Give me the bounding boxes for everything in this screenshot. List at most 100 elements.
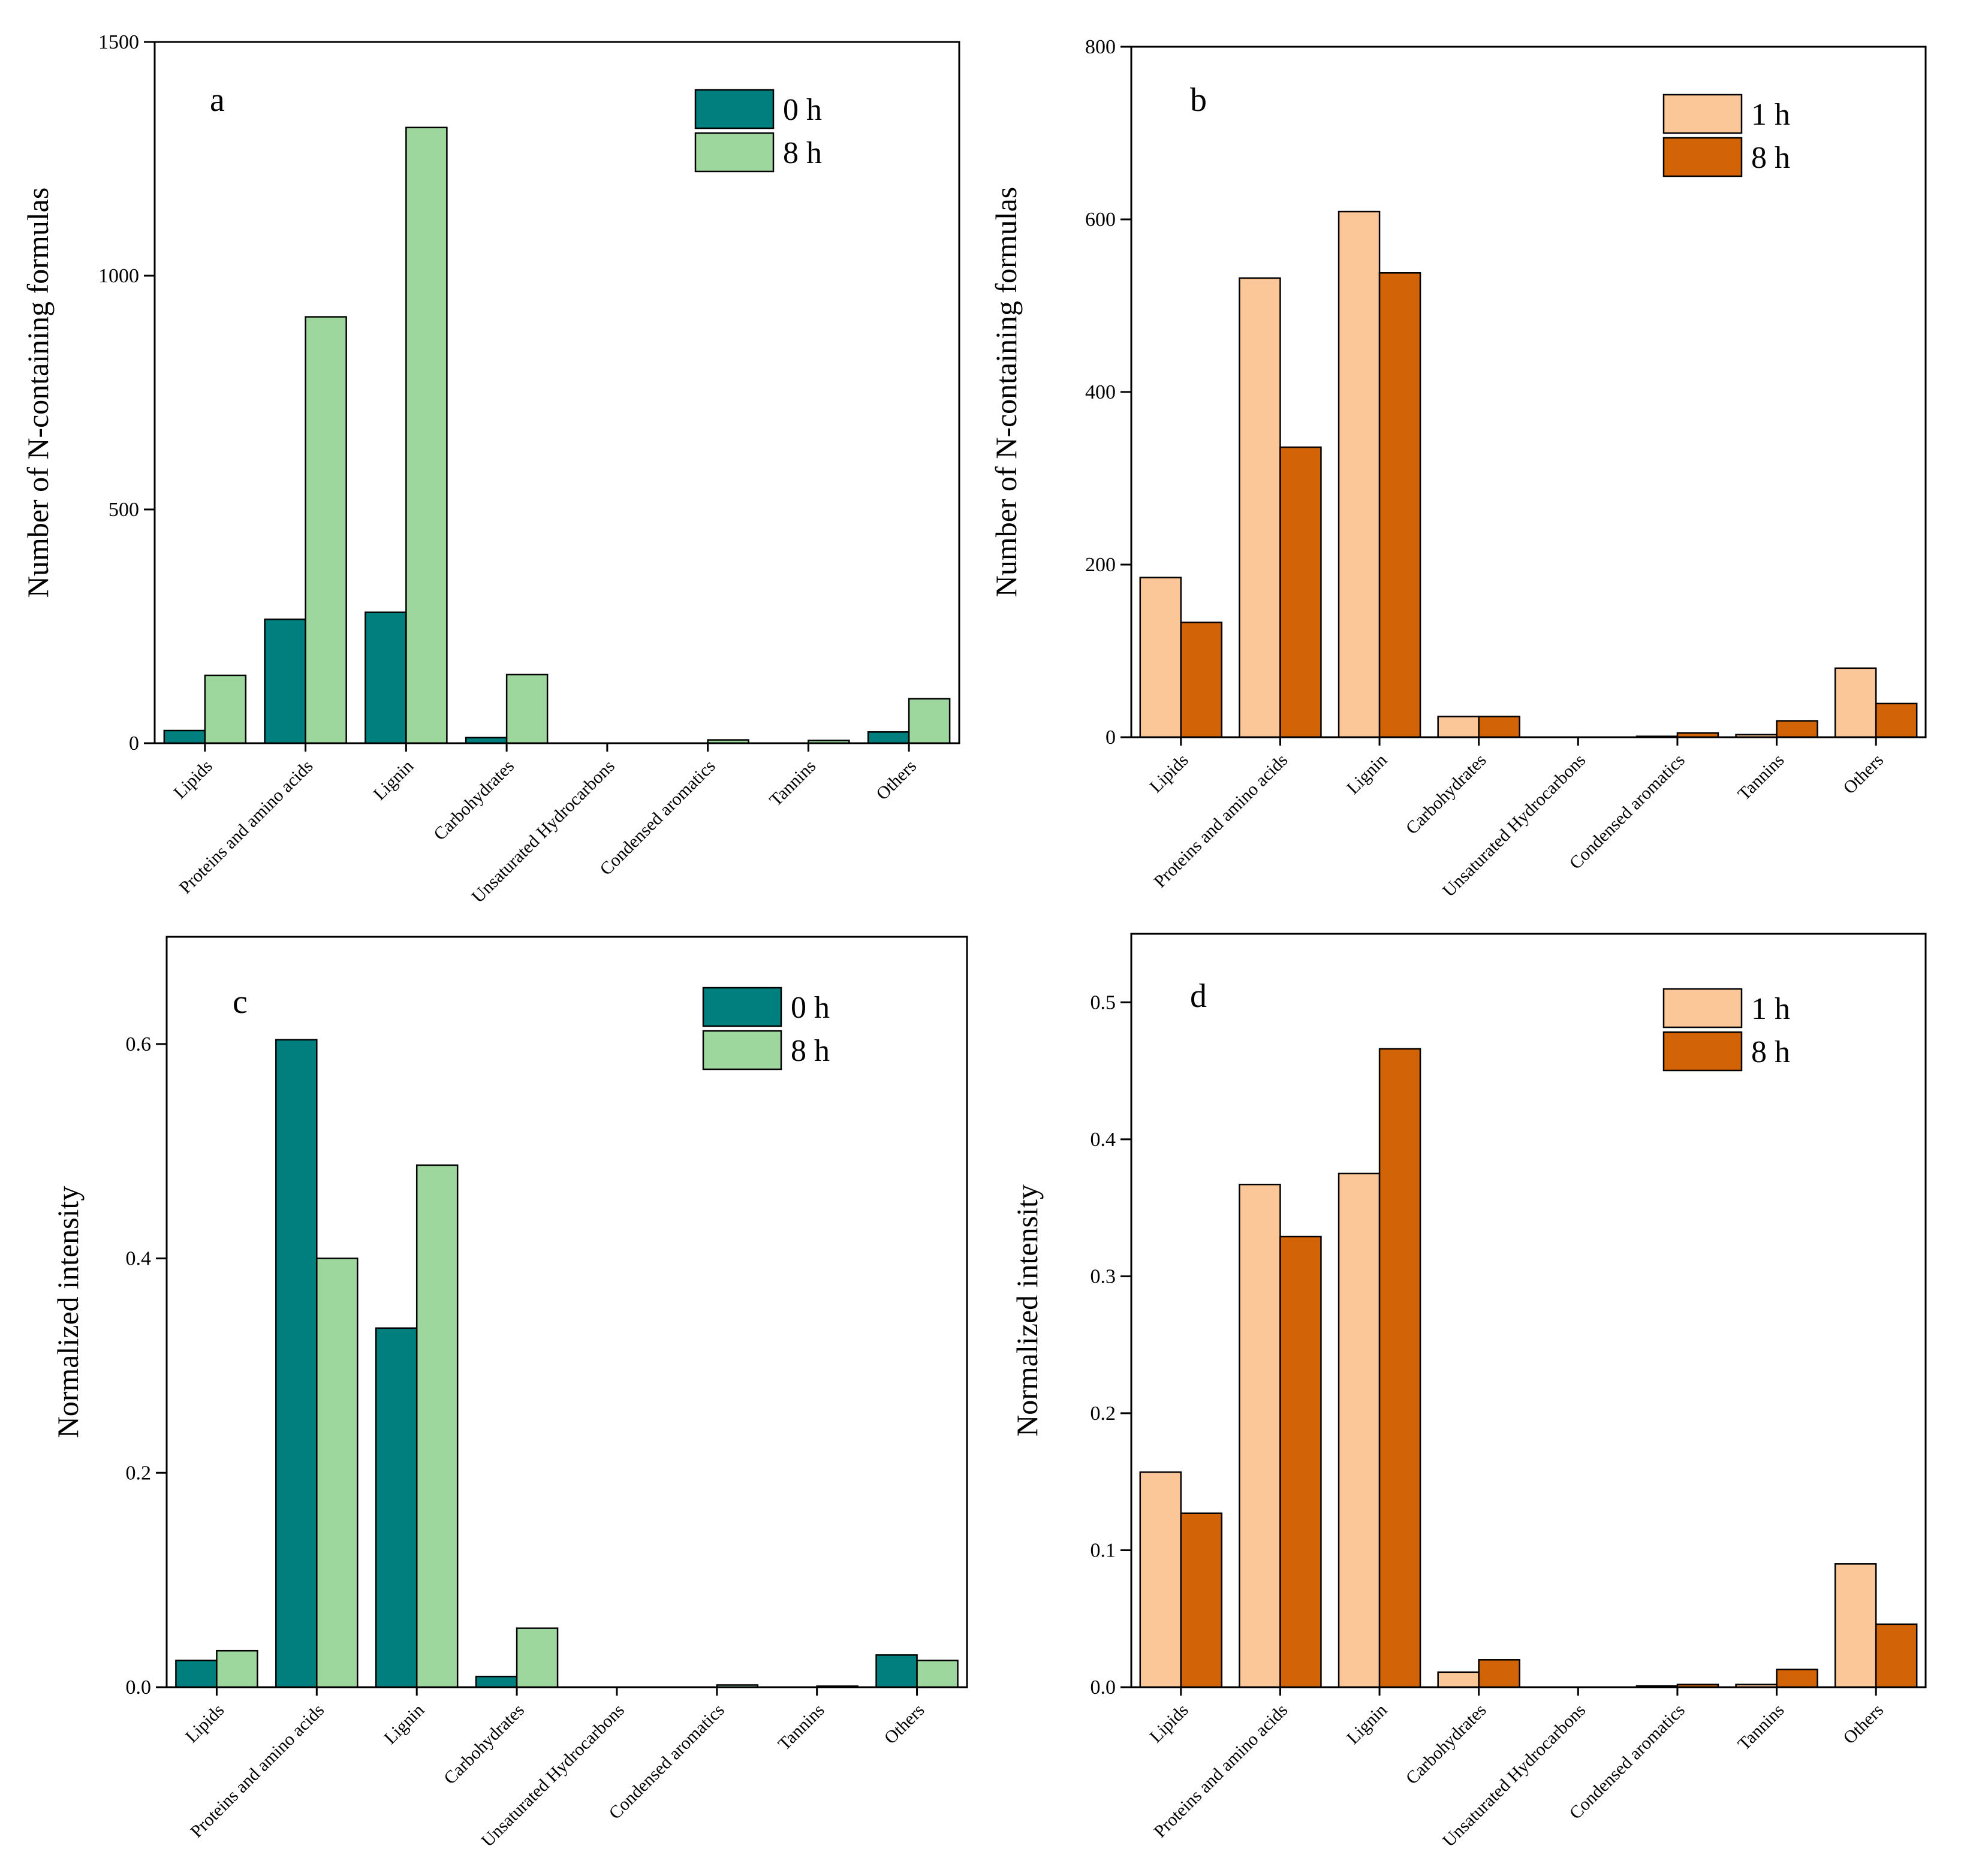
bars: [1139, 1048, 1918, 1688]
y-tick-label: 0.2: [1091, 1403, 1116, 1425]
bar-0-h-others: [867, 731, 910, 744]
bar-8-h-others: [1875, 702, 1918, 738]
bar-8-h-lipids: [1180, 1512, 1223, 1688]
bar-8-h-carbohydrates: [1478, 1659, 1520, 1688]
x-tick-label-lipids: Lipids: [182, 1700, 228, 1747]
y-tick-label: 0.1: [1091, 1539, 1116, 1561]
bar-0-h-lignin: [365, 611, 407, 744]
x-tick-label-tannins: Tannins: [1734, 1700, 1788, 1754]
bar-1-h-others: [1834, 1563, 1877, 1688]
bars: [175, 1039, 959, 1688]
y-tick-label: 1500: [98, 31, 139, 53]
x-tick-label-tannins: Tannins: [774, 1700, 828, 1754]
x-tick-label-tannins: Tannins: [766, 756, 820, 810]
legend-swatch-8-h: [694, 132, 775, 173]
legend-label-1-h: 1 h: [1751, 98, 1790, 132]
legend-swatch-8-h: [1662, 137, 1743, 177]
bar-8-h-lignin: [415, 1164, 459, 1688]
bar-0-h-proteins-and-amino-acids: [275, 1039, 318, 1688]
x-tick-label-tannins: Tannins: [1734, 750, 1788, 804]
panel-label: b: [1190, 82, 1207, 119]
y-axis-label: Number of N-containing formulas: [989, 187, 1023, 598]
legend: 1 h8 h: [1662, 988, 1790, 1072]
x-tick-label-carbohydrates: Carbohydrates: [1402, 1700, 1490, 1788]
x-tick-label-lignin: Lignin: [1343, 1700, 1391, 1748]
x-tick-label-lipids: Lipids: [1146, 750, 1192, 797]
y-axis-label: Normalized intensity: [1010, 1184, 1044, 1437]
x-tick-label-lipids: Lipids: [170, 756, 216, 803]
bar-8-h-lipids: [204, 674, 247, 744]
y-tick-label: 0.4: [126, 1248, 152, 1270]
x-tick-label-lignin: Lignin: [1343, 750, 1391, 798]
bar-8-h-carbohydrates: [505, 674, 549, 744]
y-tick-label: 0.3: [1091, 1265, 1116, 1287]
panel-label: a: [210, 82, 225, 119]
bar-0-h-lipids: [163, 729, 206, 744]
bar-1-h-carbohydrates: [1437, 716, 1480, 738]
bar-1-h-proteins-and-amino-acids: [1239, 277, 1281, 738]
plot-frame: [1130, 933, 1927, 1688]
y-tick-label: 0.0: [126, 1676, 152, 1699]
bar-8-h-tannins: [1776, 1669, 1818, 1688]
bar-8-h-lipids: [1180, 622, 1223, 738]
legend-label-0-h: 0 h: [791, 991, 830, 1025]
legend-swatch-8-h: [702, 1030, 782, 1070]
bar-8-h-proteins-and-amino-acids: [1279, 1235, 1322, 1688]
bar-8-h-carbohydrates: [516, 1627, 559, 1688]
bar-8-h-tannins: [1776, 720, 1818, 738]
x-tick-label-lignin: Lignin: [369, 756, 417, 804]
y-tick-label: 1000: [98, 265, 139, 287]
legend-swatch-8-h: [1662, 1031, 1743, 1072]
bar-1-h-lignin: [1338, 210, 1381, 738]
bar-8-h-others: [908, 698, 951, 744]
y-axis-label: Number of N-containing formulas: [21, 188, 55, 598]
y-tick-label: 500: [109, 499, 139, 521]
y-tick-label: 800: [1085, 36, 1116, 58]
bar-0-h-lignin: [375, 1327, 418, 1688]
y-tick-label: 0.4: [1091, 1129, 1116, 1151]
bar-8-h-lignin: [1378, 272, 1421, 738]
legend-swatch-0-h: [702, 987, 782, 1027]
x-tick-label-lipids: Lipids: [1146, 1700, 1192, 1747]
y-tick-label: 0.0: [1091, 1676, 1116, 1699]
legend-label-8-h: 8 h: [1751, 141, 1790, 175]
bar-8-h-lignin: [1378, 1048, 1421, 1688]
bar-8-h-proteins-and-amino-acids: [1279, 446, 1322, 738]
legend-label-8-h: 8 h: [1751, 1035, 1790, 1069]
plot-frame: [153, 41, 960, 744]
y-tick-label: 400: [1085, 381, 1116, 403]
bars: [163, 126, 951, 744]
x-tick-label-carbohydrates: Carbohydrates: [430, 756, 518, 844]
x-tick-label-carbohydrates: Carbohydrates: [440, 1700, 528, 1788]
x-tick-label-others: Others: [1839, 1700, 1887, 1748]
bar-8-h-proteins-and-amino-acids: [316, 1257, 359, 1688]
legend: 0 h8 h: [702, 987, 830, 1070]
x-tick-label-carbohydrates: Carbohydrates: [1402, 750, 1490, 839]
legend-swatch-1-h: [1662, 988, 1743, 1029]
y-tick-label: 0.5: [1091, 991, 1116, 1014]
bar-1-h-lignin: [1338, 1172, 1381, 1688]
panel-label: d: [1190, 978, 1207, 1015]
x-tick-label-condensed-aromatics: Condensed aromatics: [596, 756, 719, 879]
bar-1-h-lipids: [1139, 1471, 1182, 1688]
bar-0-h-carbohydrates: [475, 1675, 518, 1688]
legend: 1 h8 h: [1662, 94, 1790, 177]
y-tick-label: 0.2: [126, 1462, 152, 1484]
legend-label-0-h: 0 h: [783, 93, 822, 127]
x-tick-label-lignin: Lignin: [380, 1700, 428, 1748]
y-axis-label: Normalized intensity: [51, 1186, 85, 1438]
y-tick-label: 200: [1085, 554, 1116, 576]
legend-swatch-1-h: [1662, 94, 1743, 134]
legend-label-8-h: 8 h: [783, 136, 822, 170]
bar-8-h-lignin: [405, 126, 448, 744]
bar-0-h-lipids: [175, 1660, 218, 1688]
y-tick-label: 0: [1105, 726, 1116, 749]
bar-1-h-others: [1834, 667, 1877, 738]
bar-1-h-lipids: [1139, 577, 1182, 738]
bar-0-h-proteins-and-amino-acids: [264, 619, 306, 744]
